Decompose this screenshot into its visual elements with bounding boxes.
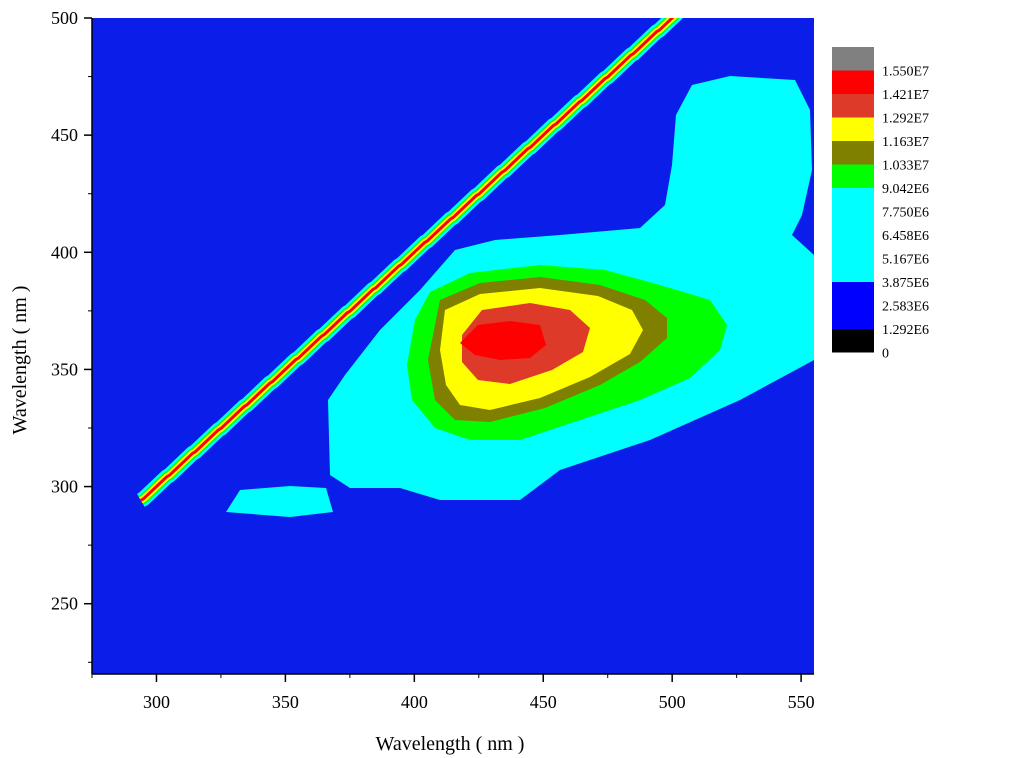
contour-region-cyan-small [226, 486, 333, 517]
legend-swatch [832, 305, 874, 329]
legend-swatch [832, 188, 874, 212]
x-axis-title: Wavelength ( nm ) [376, 733, 525, 755]
x-tick-label: 300 [143, 692, 170, 712]
y-axis-title: Wavelength ( nm ) [9, 286, 31, 435]
legend-label: 9.042E6 [882, 182, 929, 197]
legend-swatch [832, 164, 874, 188]
legend-swatch [832, 282, 874, 306]
legend-swatch [832, 94, 874, 118]
legend-label: 1.292E7 [882, 112, 929, 127]
x-tick-label: 450 [530, 692, 557, 712]
legend-label: 1.292E6 [882, 323, 929, 338]
contour-fills [137, 18, 814, 517]
x-tick-label: 350 [272, 692, 299, 712]
x-tick-label: 500 [659, 692, 686, 712]
legend-label: 6.458E6 [882, 229, 929, 244]
scatter-band-red [140, 18, 675, 502]
legend-swatch [832, 70, 874, 94]
legend-label: 1.421E7 [882, 88, 929, 103]
legend-label: 1.163E7 [882, 135, 929, 150]
y-axis-ticks: 250 300 350 400 450 500 [51, 8, 92, 663]
legend-label: 2.583E6 [882, 300, 929, 315]
y-tick-label: 500 [51, 8, 78, 28]
legend-label: 0 [882, 347, 889, 362]
legend-swatch [832, 211, 874, 235]
contour-region-red [460, 321, 546, 360]
legend-swatch [832, 141, 874, 165]
legend-label: 1.550E7 [882, 65, 929, 80]
legend-label: 7.750E6 [882, 206, 929, 221]
legend-swatch [832, 47, 874, 71]
y-tick-label: 250 [51, 594, 78, 614]
x-axis-ticks: 300 350 400 450 500 550 [91, 674, 815, 712]
legend-swatch [832, 329, 874, 353]
y-tick-label: 450 [51, 125, 78, 145]
legend-swatch [832, 235, 874, 259]
scatter-band [137, 18, 684, 507]
y-tick-label: 350 [51, 359, 78, 379]
x-tick-label: 550 [788, 692, 815, 712]
legend-swatch [832, 258, 874, 282]
legend-swatch [832, 117, 874, 141]
legend-label: 5.167E6 [882, 253, 929, 268]
x-tick-label: 400 [401, 692, 428, 712]
y-tick-label: 300 [51, 477, 78, 497]
legend-label: 3.875E6 [882, 276, 929, 291]
y-tick-label: 400 [51, 242, 78, 262]
legend-label: 1.033E7 [882, 159, 929, 174]
color-legend: 1.550E7 1.421E7 1.292E7 1.163E7 1.033E7 9.042… [832, 47, 929, 362]
